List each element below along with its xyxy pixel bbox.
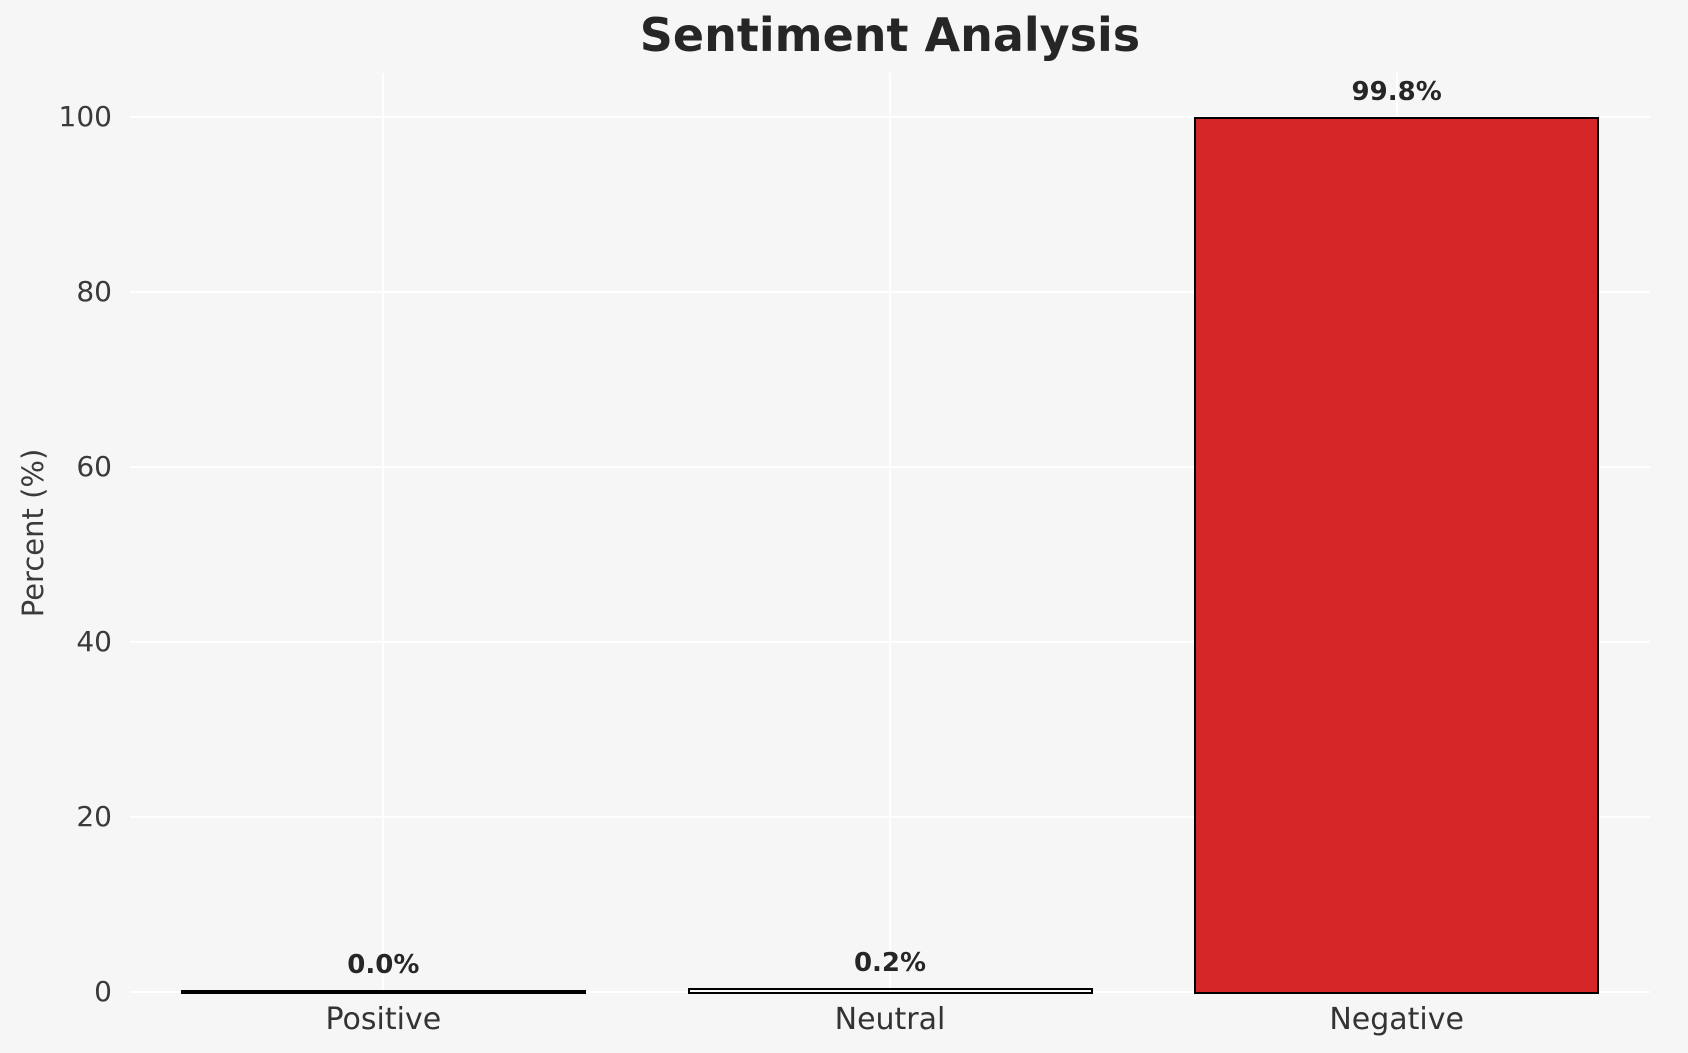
gridline-v-positive: [382, 73, 385, 992]
y-tick-label-0: 0: [94, 975, 112, 1008]
y-tick-label-60: 60: [76, 450, 112, 483]
chart-title: Sentiment Analysis: [639, 8, 1141, 62]
y-tick-label-80: 80: [76, 275, 112, 308]
y-tick-label-20: 20: [76, 800, 112, 833]
x-tick-label-negative: Negative: [1329, 1002, 1464, 1037]
x-tick-label-positive: Positive: [325, 1002, 442, 1037]
y-tick-label-40: 40: [76, 625, 112, 658]
bar-value-label-positive: 0.0%: [347, 950, 420, 980]
bar-value-label-negative: 99.8%: [1351, 77, 1442, 107]
bar-neutral: [687, 988, 1093, 994]
bar-positive: [180, 990, 586, 994]
y-tick-label-100: 100: [58, 100, 112, 133]
bar-value-label-neutral: 0.2%: [853, 948, 927, 978]
gridline-v-neutral: [889, 73, 891, 992]
x-tick-label-neutral: Neutral: [834, 1002, 946, 1037]
bar-negative: [1194, 117, 1600, 994]
